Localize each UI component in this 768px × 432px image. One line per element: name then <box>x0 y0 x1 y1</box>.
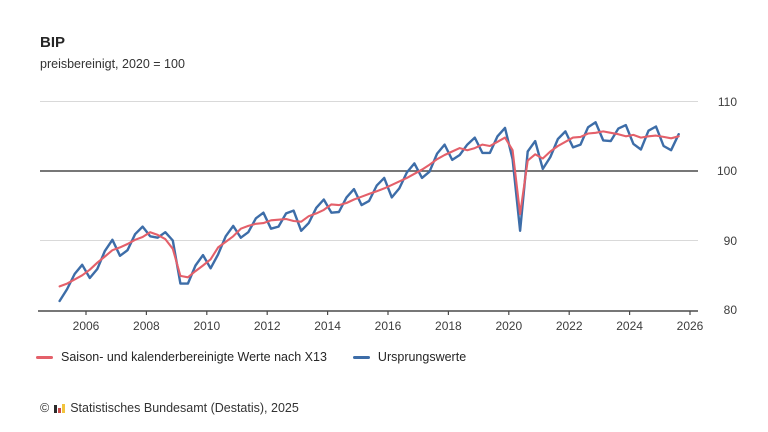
x-axis-label-2020: 2020 <box>495 319 523 333</box>
legend-item-x13[interactable]: Saison- und kalenderbereinigte Werte nac… <box>36 350 327 364</box>
legend-item-ursprungswerte[interactable]: Ursprungswerte <box>352 350 467 364</box>
chart-legend: Saison- und kalenderbereinigte Werte nac… <box>36 350 466 364</box>
copyright-symbol: © <box>40 401 50 415</box>
x-axis-label-2022: 2022 <box>555 319 583 333</box>
chart-title: BIP <box>40 34 66 51</box>
y-axis-label-80: 80 <box>723 303 737 317</box>
logo-bar <box>54 405 58 413</box>
source-text: Statistisches Bundesamt (Destatis), 2025 <box>70 401 299 415</box>
x-axis-label-2026: 2026 <box>676 319 704 333</box>
x-axis-label-2016: 2016 <box>374 319 402 333</box>
destatis-logo-icon <box>54 403 66 413</box>
x-axis-label-2008: 2008 <box>133 319 160 333</box>
source-footer: © Statistisches Bundesamt (Destatis), 20… <box>40 401 299 415</box>
x-axis-label-2012: 2012 <box>253 319 281 333</box>
legend-label: Ursprungswerte <box>377 350 467 364</box>
legend-label: Saison- und kalenderbereinigte Werte nac… <box>61 350 327 364</box>
legend-swatch-icon <box>352 355 370 359</box>
x-axis-label-2014: 2014 <box>314 319 341 333</box>
x-axis-label-2010: 2010 <box>193 319 221 333</box>
y-axis-label-100: 100 <box>716 164 737 178</box>
x-axis-label-2024: 2024 <box>616 319 643 333</box>
y-axis-label-110: 110 <box>717 94 737 109</box>
y-axis-label-90: 90 <box>723 233 737 248</box>
x-axis-label-2006: 2006 <box>72 319 100 333</box>
series-line-ursprungswerte[interactable] <box>58 121 680 303</box>
legend-swatch-icon <box>36 355 53 359</box>
series-line-x13[interactable] <box>58 130 680 288</box>
chart-subtitle: preisbereinigt, 2020 = 100 <box>40 57 185 71</box>
x-axis-label-2018: 2018 <box>435 319 462 333</box>
logo-bar <box>58 408 62 413</box>
logo-bar <box>62 404 66 413</box>
